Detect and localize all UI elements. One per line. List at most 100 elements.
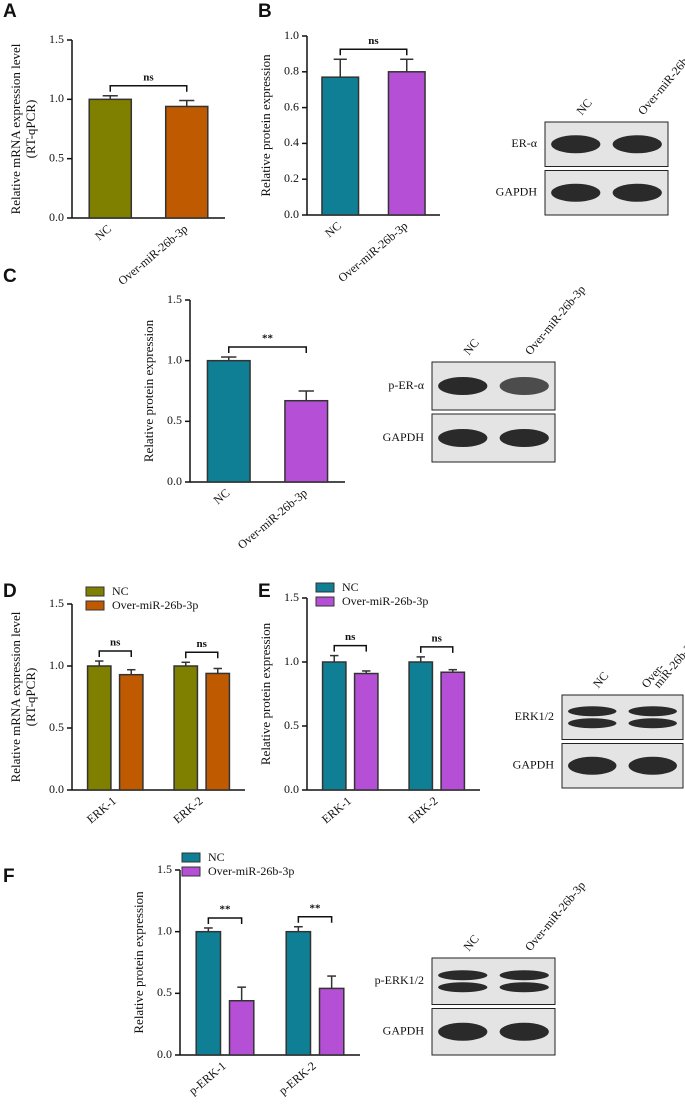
- blot-band: [499, 982, 549, 993]
- bar: [228, 999, 255, 1056]
- significance-label: **: [220, 903, 232, 915]
- lane-label: NC: [460, 932, 481, 954]
- y-tick-label: 1.0: [167, 352, 182, 366]
- y-tick-label: 0.0: [49, 210, 64, 224]
- bar: [387, 71, 426, 216]
- bar: [408, 661, 434, 791]
- significance-bracket: [228, 346, 307, 354]
- y-tick-label: 0.2: [284, 171, 299, 185]
- lane-label: NC: [460, 336, 481, 358]
- blot-band: [628, 718, 677, 729]
- significance-bracket: [98, 650, 133, 658]
- legend-swatch: [181, 866, 201, 877]
- significance-bracket: [109, 85, 188, 92]
- significance-label: ns: [143, 71, 154, 83]
- panel-label: B: [258, 1, 272, 22]
- bar: [285, 930, 312, 1056]
- x-tick-label: ERK-1: [84, 794, 119, 827]
- y-tick-label: 0.0: [49, 782, 64, 796]
- x-tick-label: p-ERK-1: [186, 1059, 229, 1098]
- y-axis-label: Relative protein expression: [141, 319, 156, 462]
- blot-band: [612, 135, 662, 154]
- x-tick-label: NC: [211, 486, 233, 507]
- significance-label: **: [262, 333, 274, 345]
- blot-band: [438, 377, 488, 395]
- x-tick-label: p-ERK-2: [276, 1059, 319, 1098]
- lane-label: NC: [573, 96, 594, 118]
- y-axis-label: (RT-qPCR): [23, 668, 38, 727]
- lane-label: Over-miR-26b-3p: [635, 42, 685, 117]
- y-tick-label: 1.0: [284, 28, 299, 42]
- blot-row-label: GAPDH: [383, 1024, 425, 1038]
- bar: [118, 673, 144, 791]
- blot-band: [438, 429, 488, 447]
- legend-swatch: [85, 586, 105, 597]
- bar: [86, 665, 112, 791]
- significance-bracket: [297, 915, 333, 923]
- bar: [318, 987, 345, 1056]
- significance-bracket: [184, 651, 219, 659]
- x-tick-label: ERK-1: [319, 794, 354, 827]
- significance-bracket: [333, 644, 368, 652]
- significance-bracket: [419, 646, 454, 653]
- bar: [353, 672, 379, 791]
- significance-label: ns: [345, 631, 356, 643]
- bar: [321, 76, 360, 216]
- significance-label: **: [310, 902, 322, 914]
- blot-row-label: p-ERK1/2: [375, 973, 424, 987]
- y-tick-label: 1.5: [284, 590, 299, 604]
- x-tick-label: Over-miR-26b-3p: [115, 222, 190, 288]
- legend-label: NC: [342, 580, 359, 594]
- blot-band: [568, 706, 617, 717]
- blot-band: [499, 970, 549, 981]
- y-tick-label: 0.0: [167, 474, 182, 488]
- panel-label: E: [258, 581, 271, 602]
- bar: [88, 98, 133, 219]
- y-tick-label: 1.5: [49, 32, 64, 46]
- blot-band: [628, 706, 677, 717]
- blot-band: [438, 970, 488, 981]
- significance-bracket: [207, 917, 243, 924]
- lane-label: Over-miR-26b-3p: [522, 282, 588, 357]
- y-tick-label: 0.5: [49, 720, 64, 734]
- y-axis-label: Relative mRNA expression level: [8, 43, 23, 214]
- y-tick-label: 0.5: [49, 150, 64, 164]
- blot-band: [499, 429, 549, 447]
- blot-panel: [561, 694, 684, 740]
- lane-label: NC: [590, 669, 611, 691]
- blot-row-label: GAPDH: [513, 758, 555, 772]
- significance-label: ns: [110, 637, 121, 649]
- legend-label: NC: [208, 850, 225, 864]
- blot-row-label: GAPDH: [383, 430, 425, 444]
- panel-label: A: [3, 1, 17, 22]
- y-tick-label: 0.5: [284, 718, 299, 732]
- blot-row-label: p-ER-α: [388, 378, 424, 392]
- y-tick-label: 1.0: [49, 91, 64, 105]
- legend-label: Over-miR-26b-3p: [208, 864, 294, 878]
- blot-panel: [431, 957, 556, 1005]
- blot-band: [628, 756, 677, 775]
- y-axis-label: Relative mRNA expression level: [8, 611, 23, 782]
- bar: [284, 399, 329, 483]
- blot-band: [438, 982, 488, 993]
- significance-label: ns: [368, 35, 379, 47]
- panel-label: C: [3, 266, 17, 287]
- y-axis-label: Relative protein expression: [258, 622, 273, 765]
- significance-label: ns: [432, 632, 443, 644]
- bar: [164, 105, 209, 219]
- y-tick-label: 0.0: [157, 1047, 172, 1061]
- blot-row-label: ER-α: [511, 136, 537, 150]
- x-tick-label: Over-miR-26b-3p: [235, 486, 310, 552]
- y-tick-label: 0.4: [284, 135, 299, 149]
- y-tick-label: 0.0: [284, 207, 299, 221]
- blot-band: [551, 183, 601, 202]
- bar: [195, 930, 222, 1056]
- y-tick-label: 0.6: [284, 99, 299, 113]
- y-tick-label: 0.5: [157, 985, 172, 999]
- x-tick-label: Over-miR-26b-3p: [335, 219, 410, 285]
- x-tick-label: NC: [322, 219, 344, 240]
- y-tick-label: 0.0: [284, 782, 299, 796]
- blot-band: [438, 1022, 488, 1041]
- blot-band: [499, 377, 549, 395]
